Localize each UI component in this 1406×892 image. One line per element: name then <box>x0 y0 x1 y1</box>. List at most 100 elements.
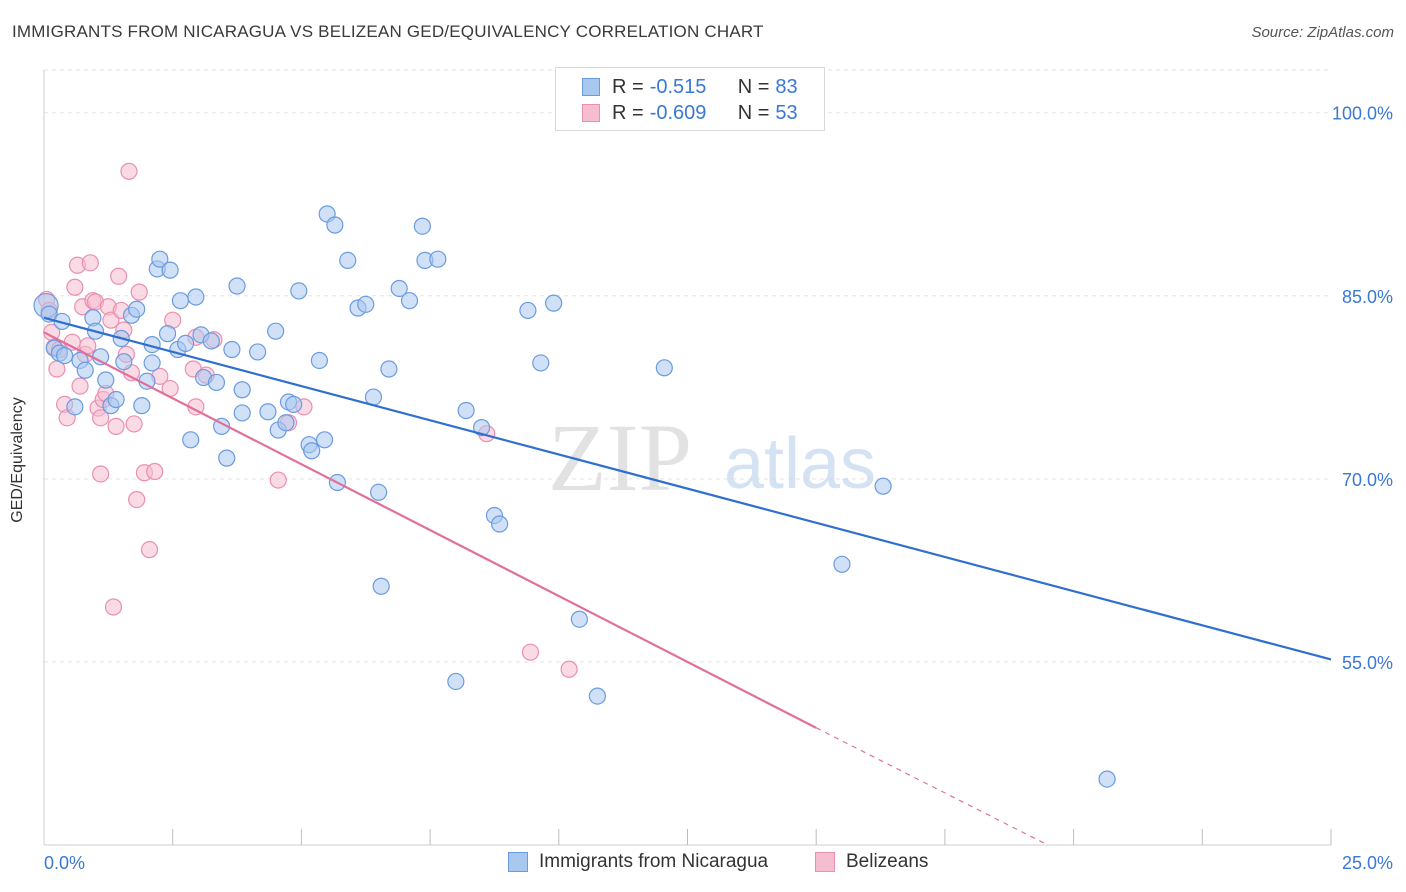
nicaragua-point <box>285 395 303 414</box>
belizeans-point <box>130 283 148 301</box>
nicaragua-point <box>158 325 177 343</box>
legend-n-value: 53 <box>775 101 798 124</box>
nicaragua-point <box>115 353 133 371</box>
x-tick-label-max: 25.0% <box>1342 853 1393 873</box>
belizeans-point <box>146 462 164 481</box>
belizeans-trend-extension <box>815 727 1049 846</box>
nicaragua-point <box>310 351 329 370</box>
nicaragua-point <box>326 216 344 234</box>
nicaragua-point <box>874 477 892 495</box>
nicaragua-point <box>207 373 226 392</box>
y-tick-label: 70.0% <box>1342 470 1393 490</box>
nicaragua-point <box>833 555 851 573</box>
nicaragua-point <box>143 354 161 372</box>
nicaragua-point <box>233 404 251 422</box>
nicaragua-point <box>380 360 398 378</box>
legend-swatch-pink <box>582 104 600 122</box>
belizeans-point <box>120 162 138 180</box>
y-axis-label: GED/Equivalency <box>9 397 26 523</box>
nicaragua-point <box>233 381 251 399</box>
legend-r-value: -0.515 <box>649 75 707 98</box>
nicaragua-point <box>133 397 151 415</box>
correlation-legend: R = -0.515 N = 83 R = -0.609 N = 53 <box>555 67 825 131</box>
nicaragua-point <box>259 403 277 421</box>
axes <box>43 70 1332 846</box>
legend-r-value: -0.609 <box>649 101 707 124</box>
nicaragua-point <box>303 442 321 460</box>
nicaragua-point <box>277 414 295 432</box>
nicaragua-point <box>472 418 491 437</box>
belizeans-points <box>37 162 578 678</box>
nicaragua-point <box>107 390 125 409</box>
belizeans-point <box>92 465 110 483</box>
legend-n-value: 83 <box>775 75 798 98</box>
nicaragua-point <box>655 359 673 377</box>
legend-r-label: R = <box>612 101 644 124</box>
belizeans-trend-line <box>43 331 817 729</box>
belizeans-point <box>104 598 123 616</box>
nicaragua-point <box>490 515 509 533</box>
belizeans-point <box>81 254 99 272</box>
nicaragua-point <box>457 401 475 420</box>
nicaragua-point <box>267 322 285 340</box>
nicaragua-point <box>570 610 588 628</box>
nicaragua-point <box>429 250 447 268</box>
nicaragua-point <box>447 672 465 691</box>
nicaragua-point <box>290 282 308 300</box>
y-tick-label: 85.0% <box>1342 287 1393 307</box>
x-tick-label-min: 0.0% <box>44 853 85 873</box>
belizeans-point <box>269 471 287 489</box>
legend-row-belizeans: R = -0.609 N = 53 <box>582 101 849 125</box>
nicaragua-point <box>588 687 607 705</box>
legend-swatch-pink <box>815 852 835 872</box>
belizeans-point <box>125 415 143 433</box>
belizeans-point <box>521 643 540 661</box>
y-tick-label: 100.0% <box>1332 104 1393 124</box>
chart-source: Source: ZipAtlas.com <box>1251 24 1394 41</box>
tick-labels: 55.0% 70.0% 85.0% 100.0% 0.0% 25.0% <box>44 104 1393 873</box>
nicaragua-point <box>151 250 169 268</box>
legend-swatch-blue <box>508 852 528 872</box>
nicaragua-point <box>372 577 390 595</box>
legend-r-label: R = <box>612 75 644 98</box>
belizeans-point <box>560 660 578 678</box>
belizeans-point <box>71 377 89 395</box>
y-tick-label: 55.0% <box>1342 653 1393 673</box>
nicaragua-point <box>519 301 537 320</box>
nicaragua-point <box>97 371 115 389</box>
belizeans-point <box>107 417 125 435</box>
legend-label-nicaragua: Immigrants from Nicaragua <box>539 851 769 872</box>
legend-n-label: N = <box>737 75 770 98</box>
nicaragua-point <box>55 346 74 365</box>
watermark-atlas: atlas <box>724 424 876 504</box>
nicaragua-point <box>249 343 267 361</box>
nicaragua-point <box>223 340 241 359</box>
nicaragua-point <box>161 261 179 279</box>
nicaragua-point <box>370 483 388 501</box>
nicaragua-point <box>76 361 94 379</box>
nicaragua-point <box>176 334 195 352</box>
nicaragua-point <box>532 354 550 372</box>
chart-title: IMMIGRANTS FROM NICARAGUA VS BELIZEAN GE… <box>12 22 764 41</box>
belizeans-point <box>92 409 110 427</box>
nicaragua-point <box>128 300 146 318</box>
grid-lines <box>44 69 1331 663</box>
nicaragua-point <box>400 292 419 310</box>
legend-item-belizeans[interactable]: Belizeans <box>815 851 928 873</box>
nicaragua-point <box>413 217 431 235</box>
trend-lines <box>43 316 1332 846</box>
nicaragua-point <box>357 295 375 313</box>
legend-item-nicaragua[interactable]: Immigrants from Nicaragua <box>508 851 768 873</box>
nicaragua-point <box>545 294 563 312</box>
nicaragua-point <box>187 288 205 306</box>
belizeans-point <box>66 278 84 296</box>
belizeans-point <box>128 491 146 509</box>
nicaragua-point <box>228 277 246 295</box>
nicaragua-point <box>66 398 84 416</box>
nicaragua-point <box>202 332 220 350</box>
legend-row-nicaragua: R = -0.515 N = 83 <box>582 75 849 99</box>
belizeans-point <box>110 267 128 285</box>
legend-label-belizeans: Belizeans <box>846 851 929 872</box>
nicaragua-point <box>182 431 200 449</box>
